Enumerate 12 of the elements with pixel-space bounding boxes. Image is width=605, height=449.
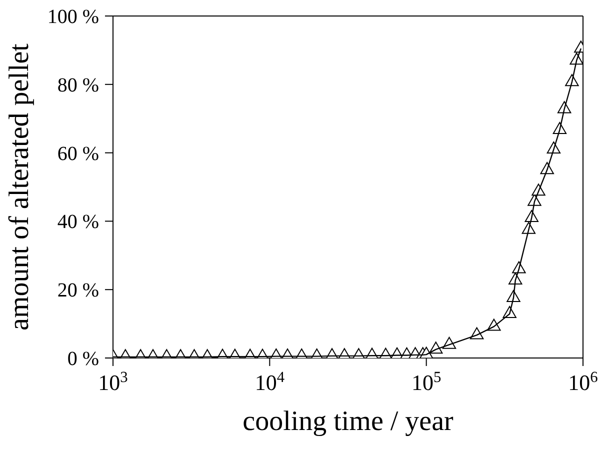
x-tick-label: 10$^{6}$ (568, 368, 598, 395)
x-tick-label: 10$^{3}$ (98, 368, 128, 395)
x-tick-label: 10$^{4}$ (254, 368, 285, 395)
y-tick-label: 20 % (57, 280, 99, 302)
y-tick-label: 60 % (57, 142, 99, 165)
x-tick-label: 10$^{5}$ (411, 368, 442, 395)
y-tick-label: 40 % (57, 211, 99, 234)
y-tick-label: 80 % (57, 74, 99, 96)
y-tick-label: 0 % (67, 348, 99, 370)
y-tick-label: 100 % (47, 6, 99, 28)
x-axis-title: cooling time / year (242, 406, 454, 437)
y-axis-title: amount of alterated pellet (4, 43, 35, 330)
